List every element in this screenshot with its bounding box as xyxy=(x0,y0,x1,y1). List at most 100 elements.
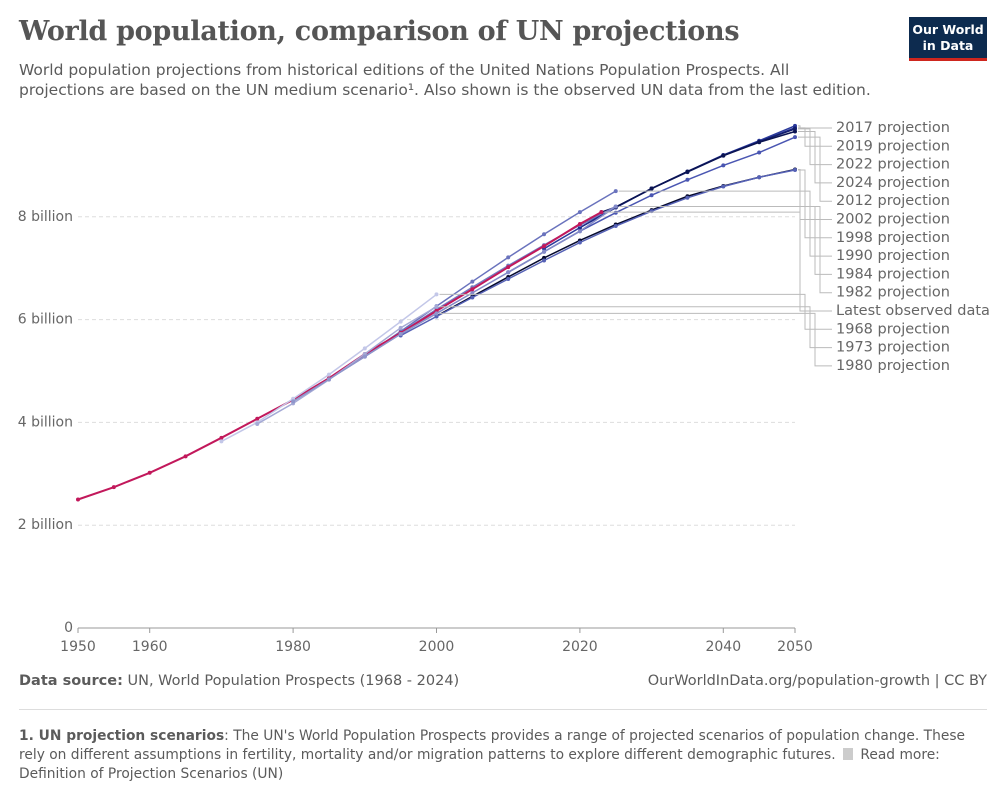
data-point xyxy=(757,140,762,145)
series-line xyxy=(400,169,796,337)
data-point xyxy=(506,265,511,270)
source-text: UN, World Population Prospects (1968 - 2… xyxy=(127,673,460,689)
data-point xyxy=(326,372,331,377)
legend-leader xyxy=(798,136,832,202)
series-line xyxy=(601,130,796,213)
x-tick-label: 2020 xyxy=(562,639,598,655)
data-source: Data source: UN, World Population Prospe… xyxy=(19,673,459,689)
legend-label: 1973 projection xyxy=(836,340,950,356)
data-point xyxy=(219,439,224,444)
x-tick-label: 2040 xyxy=(705,639,741,655)
legend-label: 2002 projection xyxy=(836,212,950,228)
data-point xyxy=(291,399,296,404)
data-point xyxy=(721,184,726,189)
data-point xyxy=(542,232,547,237)
data-point xyxy=(613,189,618,194)
chart-title: World population, comparison of UN proje… xyxy=(19,16,740,47)
series-line xyxy=(77,211,602,501)
footnote-title: 1. UN projection scenarios xyxy=(19,728,225,744)
data-point xyxy=(470,279,475,284)
legend-leader xyxy=(618,206,832,294)
legend-label: 1990 projection xyxy=(836,248,950,264)
data-point xyxy=(793,168,797,173)
chart: 0 2 billion 4 billion 6 billion 8 billion 195… xyxy=(18,120,990,655)
legend-label: Latest observed data xyxy=(836,303,990,319)
logo[interactable]: Our World in Data xyxy=(909,17,987,61)
read-more-link[interactable]: Read more: Definition of Projection Scen… xyxy=(19,747,940,782)
data-point xyxy=(326,377,331,382)
data-point xyxy=(398,325,403,330)
data-point xyxy=(362,354,367,359)
data-point xyxy=(613,224,618,229)
data-point xyxy=(542,258,547,263)
data-point xyxy=(721,163,726,168)
legend-label: 1984 projection xyxy=(836,266,950,282)
x-tick-label: 1950 xyxy=(60,639,96,655)
data-point xyxy=(613,204,618,209)
data-point xyxy=(398,331,403,336)
data-point xyxy=(757,150,762,155)
legend-leader xyxy=(798,128,832,166)
legend-label: 1968 projection xyxy=(836,321,950,337)
data-point xyxy=(434,292,439,297)
data-point xyxy=(362,346,367,351)
data-point xyxy=(542,249,547,254)
data-point xyxy=(434,314,439,319)
data-point xyxy=(577,240,582,245)
legend-leader xyxy=(798,169,832,239)
legend-label: 1980 projection xyxy=(836,358,950,374)
legend-label: 2012 projection xyxy=(836,193,950,209)
legend-label: 2017 projection xyxy=(836,120,950,136)
data-point xyxy=(613,210,618,215)
legend-leader xyxy=(604,211,832,312)
legend-label: 1982 projection xyxy=(836,285,950,301)
data-point xyxy=(793,135,797,140)
source-url[interactable]: OurWorldInData.org/population-growth | C… xyxy=(647,673,987,689)
data-point xyxy=(649,186,654,191)
x-tick-label: 1960 xyxy=(132,639,168,655)
data-point xyxy=(793,129,797,134)
doc-icon xyxy=(843,748,853,760)
legend-leader xyxy=(618,190,832,257)
data-point xyxy=(470,295,475,300)
x-tick-label: 1980 xyxy=(275,639,311,655)
divider xyxy=(19,709,987,710)
legend-label: 2019 projection xyxy=(836,138,950,154)
data-point xyxy=(757,175,762,180)
legend-leader xyxy=(439,312,832,367)
data-point xyxy=(255,416,260,421)
legend-label: 2022 projection xyxy=(836,157,950,173)
data-point xyxy=(506,255,511,260)
y-tick-label: 2 billion xyxy=(18,517,73,533)
data-point xyxy=(470,287,475,292)
legend-leader xyxy=(798,169,832,220)
series-line xyxy=(364,190,617,357)
data-point xyxy=(721,153,726,158)
y-tick-label: 4 billion xyxy=(18,414,73,430)
x-tick-label: 2050 xyxy=(777,639,813,655)
legend-leader xyxy=(798,125,832,129)
data-point xyxy=(542,244,547,249)
data-point xyxy=(506,276,511,281)
data-point xyxy=(434,311,439,316)
legend-leader xyxy=(439,306,832,349)
footnote: 1. UN projection scenarios: The UN's Wor… xyxy=(19,727,987,784)
data-point xyxy=(685,169,690,174)
data-point xyxy=(685,195,690,200)
footnote-text: : The UN's World Population Prospects pr… xyxy=(19,728,965,763)
data-point xyxy=(685,177,690,182)
legend-label: 1998 projection xyxy=(836,230,950,246)
series-line xyxy=(256,306,437,425)
series-line xyxy=(507,136,796,273)
x-tick-label: 2000 xyxy=(419,639,455,655)
data-point xyxy=(506,270,511,275)
data-point xyxy=(147,470,152,475)
data-point xyxy=(470,290,475,295)
legend-label: 2024 projection xyxy=(836,175,950,191)
data-point xyxy=(255,421,260,426)
data-point xyxy=(577,229,582,234)
data-point xyxy=(599,210,604,215)
data-point xyxy=(219,435,224,440)
data-point xyxy=(577,210,582,215)
